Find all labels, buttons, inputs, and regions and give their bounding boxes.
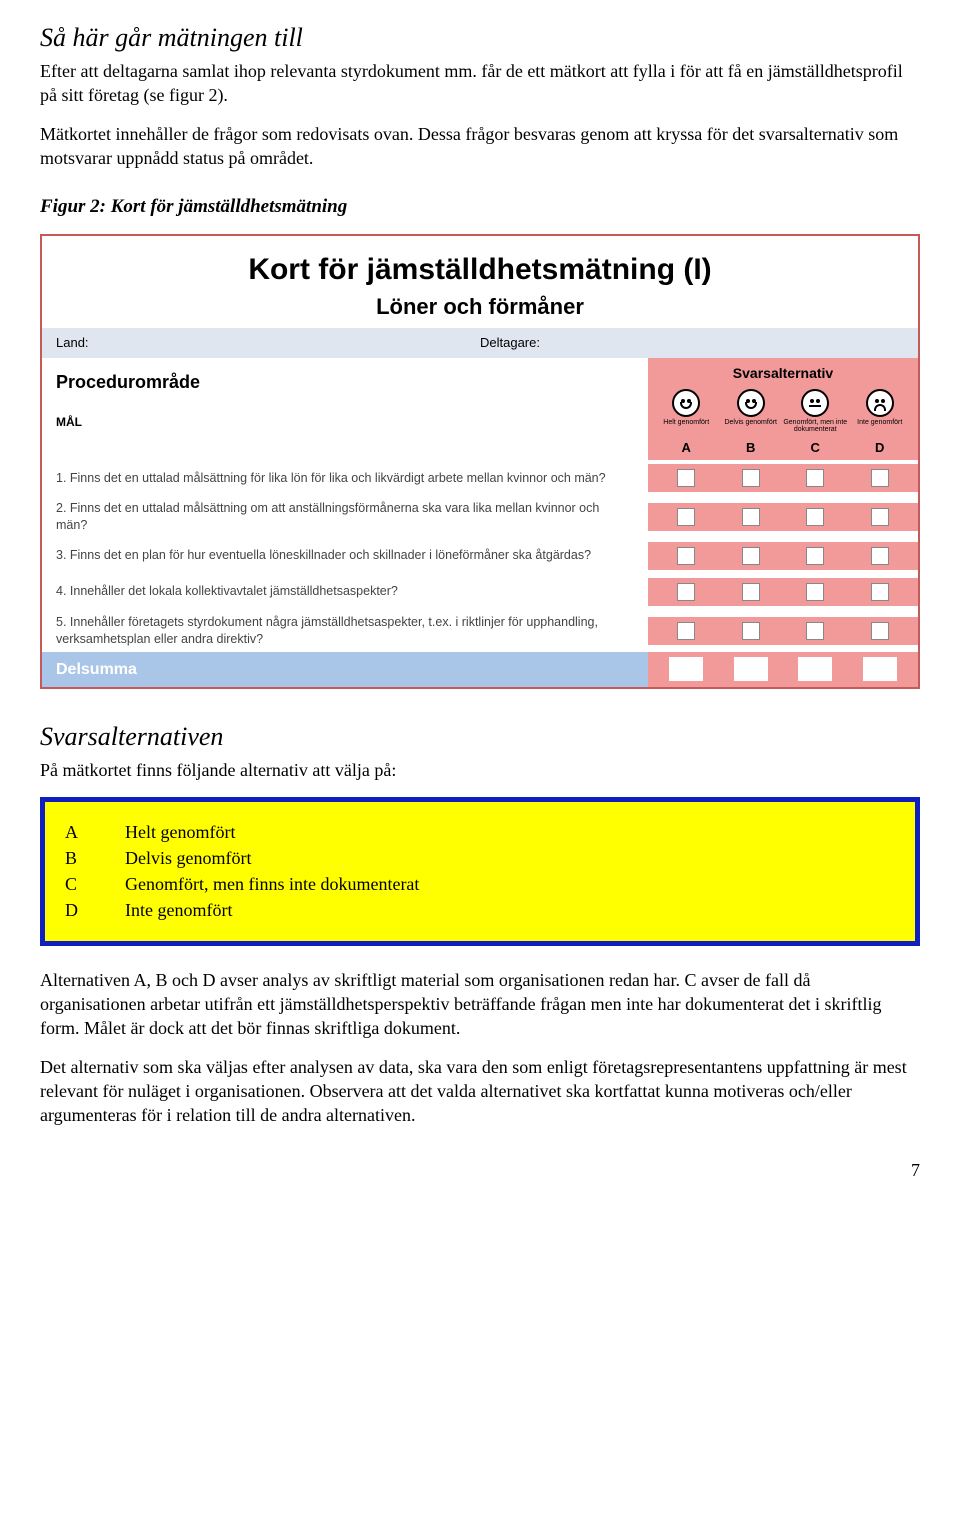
checkbox[interactable] — [871, 469, 889, 487]
checkbox[interactable] — [871, 547, 889, 565]
checkbox[interactable] — [742, 469, 760, 487]
checkbox[interactable] — [742, 583, 760, 601]
closing-paragraph-2: Det alternativ som ska väljas efter anal… — [40, 1055, 920, 1128]
alt-row: B Delvis genomfört — [65, 846, 895, 870]
checkbox[interactable] — [806, 583, 824, 601]
question-text: 4. Innehåller det lokala kollektivavtale… — [42, 579, 648, 604]
alt-row: D Inte genomfört — [65, 898, 895, 922]
card-meta-row: Land: Deltagare: — [42, 328, 918, 358]
alt-text: Inte genomfört — [125, 898, 232, 922]
svar-col-d: Inte genomfört D — [848, 389, 913, 457]
subtotal-cell — [798, 657, 832, 681]
question-checkboxes — [648, 617, 918, 645]
question-checkboxes — [648, 503, 918, 531]
alt-text: Genomfört, men finns inte dokumenterat — [125, 872, 419, 896]
svar-tiny-b: Delvis genomfört — [724, 419, 777, 437]
intro-paragraph-1: Efter att deltagarna samlat ihop relevan… — [40, 59, 920, 108]
question-checkboxes — [648, 578, 918, 606]
procedure-heading: Procedurområde — [56, 370, 634, 394]
svar-tiny-a: Helt genomfört — [663, 419, 709, 437]
question-row: 1. Finns det en uttalad målsättning för … — [42, 460, 918, 496]
checkbox[interactable] — [742, 622, 760, 640]
svar-col-b: Delvis genomfört B — [719, 389, 784, 457]
checkbox[interactable] — [677, 508, 695, 526]
alt-key: A — [65, 820, 125, 844]
intro-paragraph-2: Mätkortet innehåller de frågor som redov… — [40, 122, 920, 171]
svar-col-c: Genomfört, men inte dokumenterat C — [783, 389, 848, 457]
alt-row: C Genomfört, men finns inte dokumenterat — [65, 872, 895, 896]
svar-columns: Helt genomfört A Delvis genomfört B Geno… — [648, 387, 918, 461]
checkbox[interactable] — [677, 583, 695, 601]
checkbox[interactable] — [677, 469, 695, 487]
measurement-card: Kort för jämställdhetsmätning (I) Löner … — [40, 234, 920, 689]
question-row: 3. Finns det en plan för hur eventuella … — [42, 538, 918, 574]
alt-text: Delvis genomfört — [125, 846, 251, 870]
meta-field-land: Land: — [56, 334, 480, 352]
subtotal-cell — [863, 657, 897, 681]
svar-col-a: Helt genomfört A — [654, 389, 719, 457]
face-icon-neutral — [801, 389, 829, 417]
question-row: 5. Innehåller företagets styrdokument nå… — [42, 610, 918, 652]
checkbox[interactable] — [677, 622, 695, 640]
checkbox[interactable] — [806, 547, 824, 565]
checkbox[interactable] — [871, 508, 889, 526]
questions-container: 1. Finns det en uttalad målsättning för … — [42, 460, 918, 652]
svar-tiny-c: Genomfört, men inte dokumenterat — [783, 419, 848, 437]
checkbox[interactable] — [742, 508, 760, 526]
question-text: 5. Innehåller företagets styrdokument nå… — [42, 610, 648, 652]
section-heading: Så här går mätningen till — [40, 20, 920, 55]
alt-row: A Helt genomfört — [65, 820, 895, 844]
card-title: Kort för jämställdhetsmätning (I) — [52, 250, 908, 291]
alt-key: B — [65, 846, 125, 870]
subtotal-cell — [669, 657, 703, 681]
card-body-right: Svarsalternativ Helt genomfört A Delvis … — [648, 358, 918, 460]
alt-text: Helt genomfört — [125, 820, 235, 844]
svar-tiny-d: Inte genomfört — [857, 419, 902, 437]
checkbox[interactable] — [742, 547, 760, 565]
checkbox[interactable] — [806, 469, 824, 487]
alt-key: D — [65, 898, 125, 922]
subtotal-boxes — [648, 652, 918, 688]
alternatives-intro: På mätkortet finns följande alternativ a… — [40, 758, 920, 782]
svar-letter-d: D — [875, 439, 884, 457]
page-number: 7 — [40, 1158, 920, 1182]
question-checkboxes — [648, 464, 918, 492]
subtotal-cell — [734, 657, 768, 681]
subtotal-row: Delsumma — [42, 652, 918, 688]
figure-caption: Figur 2: Kort för jämställdhetsmätning — [40, 194, 920, 220]
question-row: 2. Finns det en uttalad målsättning om a… — [42, 496, 918, 538]
checkbox[interactable] — [806, 622, 824, 640]
card-body-header: Procedurområde MÅL Svarsalternativ Helt … — [42, 358, 918, 460]
svar-letter-a: A — [682, 439, 691, 457]
face-icon-sad — [866, 389, 894, 417]
mal-heading: MÅL — [56, 414, 634, 430]
card-header: Kort för jämställdhetsmätning (I) Löner … — [42, 236, 918, 328]
alt-key: C — [65, 872, 125, 896]
alternatives-box: A Helt genomfört B Delvis genomfört C Ge… — [40, 797, 920, 946]
checkbox[interactable] — [806, 508, 824, 526]
question-text: 3. Finns det en plan för hur eventuella … — [42, 543, 648, 568]
svar-header: Svarsalternativ — [648, 358, 918, 387]
subtotal-label: Delsumma — [42, 652, 648, 688]
alternatives-heading: Svarsalternativen — [40, 719, 920, 754]
card-subtitle: Löner och förmåner — [52, 292, 908, 322]
svar-letter-b: B — [746, 439, 755, 457]
card-body-left: Procedurområde MÅL — [42, 358, 648, 460]
question-text: 2. Finns det en uttalad målsättning om a… — [42, 496, 648, 538]
svar-letter-c: C — [811, 439, 820, 457]
question-row: 4. Innehåller det lokala kollektivavtale… — [42, 574, 918, 610]
face-icon-happy — [737, 389, 765, 417]
closing-paragraph-1: Alternativen A, B och D avser analys av … — [40, 968, 920, 1041]
checkbox[interactable] — [871, 583, 889, 601]
checkbox[interactable] — [677, 547, 695, 565]
checkbox[interactable] — [871, 622, 889, 640]
question-text: 1. Finns det en uttalad målsättning för … — [42, 466, 648, 491]
meta-field-deltagare: Deltagare: — [480, 334, 904, 352]
face-icon-happy — [672, 389, 700, 417]
question-checkboxes — [648, 542, 918, 570]
